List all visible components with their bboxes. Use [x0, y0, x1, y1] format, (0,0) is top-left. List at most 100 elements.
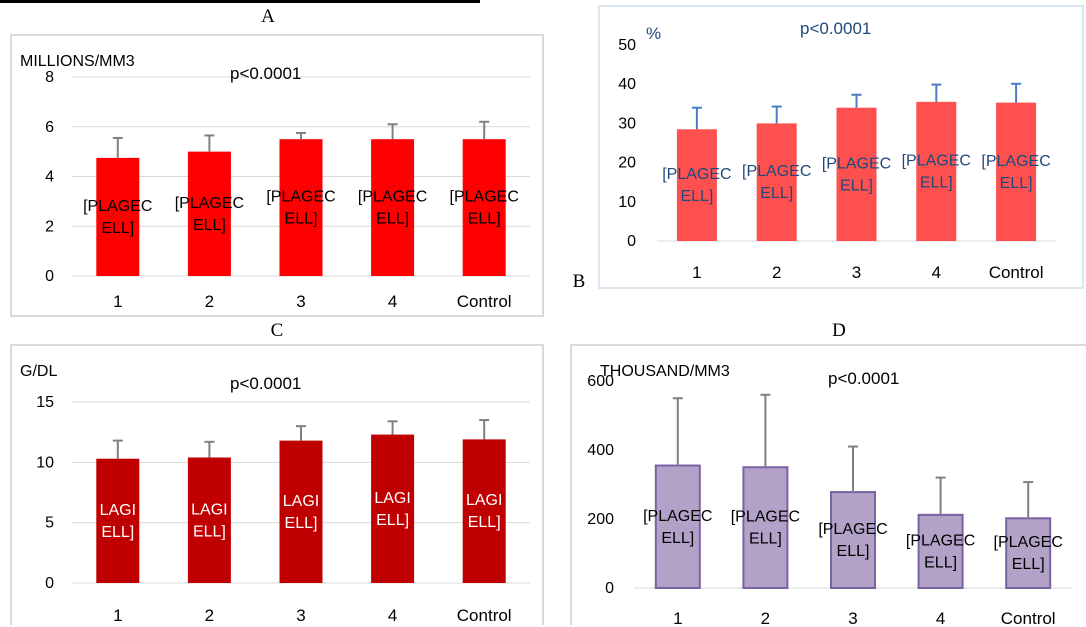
chart-a-bar — [187, 151, 231, 276]
chart-d-bar — [654, 464, 701, 589]
chart-d-data-label: [PLAGEC — [994, 534, 1063, 551]
chart-c-data-label: LAGI — [374, 490, 410, 507]
chart-b-data-label: [PLAGEC — [822, 155, 891, 172]
chart-c-data-label: ELL] — [285, 515, 318, 532]
chart-b-data-label: [PLAGEC — [662, 166, 731, 183]
panel-letter-b: B — [572, 271, 586, 292]
chart-b-data-label: [PLAGEC — [902, 152, 971, 169]
chart-b-y-tick-label: 0 — [627, 233, 636, 250]
chart-c-bar — [279, 440, 323, 583]
chart-d-bar — [830, 491, 876, 589]
chart-a-unit-label: MILLIONS/MM3 — [20, 53, 135, 70]
chart-panel-d: 0 200 400 600 THOUSAND/MM3 p<0.0001 [PLAGEC ELL… — [570, 344, 1086, 627]
chart-panel-c: 0 5 10 15 G/DL p<0.0001 LAGI ELL] 1 LAGI ELL] 2 LAGI… — [10, 344, 544, 625]
chart-a-bar — [371, 139, 415, 276]
chart-c-x-tick-label: 4 — [388, 606, 397, 625]
chart-c-data-label: LAGI — [466, 492, 502, 509]
chart-b-data-label: [PLAGEC — [981, 153, 1050, 170]
chart-panel-b: 0 10 20 30 40 50% p<0.0001 [PLAGEC ELL] 1 [PLAGEC E… — [598, 5, 1084, 289]
chart-a-data-label: [PLAGEC — [450, 189, 519, 206]
chart-a-x-tick-label: Control — [457, 292, 512, 311]
chart-b-y-tick-label: 10 — [618, 194, 636, 211]
top-rule — [0, 0, 480, 3]
chart-b-x-tick-label: 1 — [692, 263, 701, 282]
chart-d-y-tick-label: 400 — [587, 442, 614, 459]
chart-b-bar — [676, 129, 717, 241]
chart-a-bar — [96, 157, 140, 276]
chart-b-y-tick-label: 20 — [618, 155, 636, 172]
panel-letter-c: C — [270, 320, 284, 341]
chart-a-y-tick-label: 0 — [45, 268, 54, 285]
chart-b-unit-label: % — [646, 24, 661, 43]
chart-b-y-tick-label: 50 — [618, 37, 636, 54]
chart-b-data-label: ELL] — [680, 188, 713, 205]
chart-b-x-tick-label: Control — [989, 263, 1044, 282]
chart-b-data-label: ELL] — [1000, 175, 1033, 192]
chart-c-bar — [462, 439, 506, 583]
panel-letter-a: A — [261, 6, 275, 27]
chart-a-x-tick-label: 4 — [388, 292, 397, 311]
chart-d-y-tick-label: 0 — [605, 580, 614, 597]
chart-a-x-tick-label: 1 — [113, 292, 122, 311]
chart-b-pvalue: p<0.0001 — [800, 19, 871, 38]
chart-b-data-label: ELL] — [920, 174, 953, 191]
chart-c-data-label: ELL] — [193, 523, 226, 540]
chart-a-y-tick-label: 4 — [45, 169, 54, 186]
chart-c-unit-label: G/DL — [20, 363, 57, 380]
chart-b-x-tick-label: 3 — [852, 263, 861, 282]
chart-b-x-tick-label: 4 — [932, 263, 941, 282]
chart-d-unit-label: THOUSAND/MM3 — [600, 363, 730, 380]
chart-c-x-tick-label: Control — [457, 606, 512, 625]
chart-a-data-label: ELL] — [193, 217, 226, 234]
chart-c-y-tick-label: 10 — [36, 454, 54, 471]
chart-b-data-label: [PLAGEC — [742, 163, 811, 180]
chart-d-data-label: ELL] — [924, 554, 957, 571]
chart-a-data-label: ELL] — [285, 211, 318, 228]
chart-c-bar — [187, 457, 231, 583]
chart-c-data-label: ELL] — [376, 512, 409, 529]
chart-a-bar — [279, 139, 323, 276]
chart-d-bar — [1005, 517, 1052, 589]
chart-d-x-tick-label: Control — [1001, 609, 1056, 627]
chart-d-bar — [917, 513, 964, 589]
chart-d-y-tick-label: 200 — [587, 511, 614, 528]
chart-c-bar — [96, 458, 140, 583]
chart-a-data-label: [PLAGEC — [83, 198, 152, 215]
chart-d-bar — [742, 466, 789, 589]
chart-a-y-tick-label: 6 — [45, 119, 54, 136]
chart-d-x-tick-label: 1 — [673, 609, 682, 627]
chart-a-data-label: ELL] — [376, 211, 409, 228]
chart-b-svg: 0 10 20 30 40 50% p<0.0001 [PLAGEC ELL] 1 [PLAGEC E… — [618, 19, 1056, 282]
chart-d-data-label: [PLAGEC — [818, 521, 887, 538]
chart-d-x-tick-label: 3 — [848, 609, 857, 627]
chart-a-data-label: ELL] — [468, 211, 501, 228]
chart-b-x-tick-label: 2 — [772, 263, 781, 282]
chart-c-y-tick-label: 0 — [45, 575, 54, 592]
chart-a-data-label: [PLAGEC — [175, 195, 244, 212]
chart-d-x-tick-label: 2 — [761, 609, 770, 627]
chart-d-data-label: ELL] — [1012, 556, 1045, 573]
chart-c-x-tick-label: 1 — [113, 606, 122, 625]
chart-c-pvalue: p<0.0001 — [230, 374, 301, 393]
chart-b-bar — [756, 123, 797, 241]
chart-c-y-tick-label: 15 — [36, 394, 54, 411]
chart-d-data-label: ELL] — [661, 530, 694, 547]
chart-a-y-tick-label: 8 — [45, 69, 54, 86]
chart-c-svg: 0 5 10 15 G/DL p<0.0001 LAGI ELL] 1 LAGI ELL] 2 LAGI… — [20, 363, 530, 625]
chart-panel-a: 0 2 4 6 8 MILLIONS/MM3 p<0.0001 [PLAGEC ELL] 1 [PL… — [10, 34, 544, 317]
chart-a-bar — [462, 139, 506, 276]
chart-d-data-label: ELL] — [837, 543, 870, 560]
chart-b-data-label: ELL] — [760, 185, 793, 202]
chart-b-bar — [996, 102, 1037, 242]
chart-c-y-tick-label: 5 — [45, 515, 54, 532]
chart-a-data-label: [PLAGEC — [358, 189, 427, 206]
chart-a-data-label: [PLAGEC — [266, 189, 335, 206]
chart-a-pvalue: p<0.0001 — [230, 64, 301, 83]
chart-c-data-label: LAGI — [283, 493, 319, 510]
chart-a-x-tick-label: 2 — [205, 292, 214, 311]
chart-d-data-label: ELL] — [749, 531, 782, 548]
chart-b-bar — [836, 107, 877, 241]
chart-d-data-label: [PLAGEC — [906, 532, 975, 549]
chart-c-data-label: LAGI — [100, 502, 136, 519]
